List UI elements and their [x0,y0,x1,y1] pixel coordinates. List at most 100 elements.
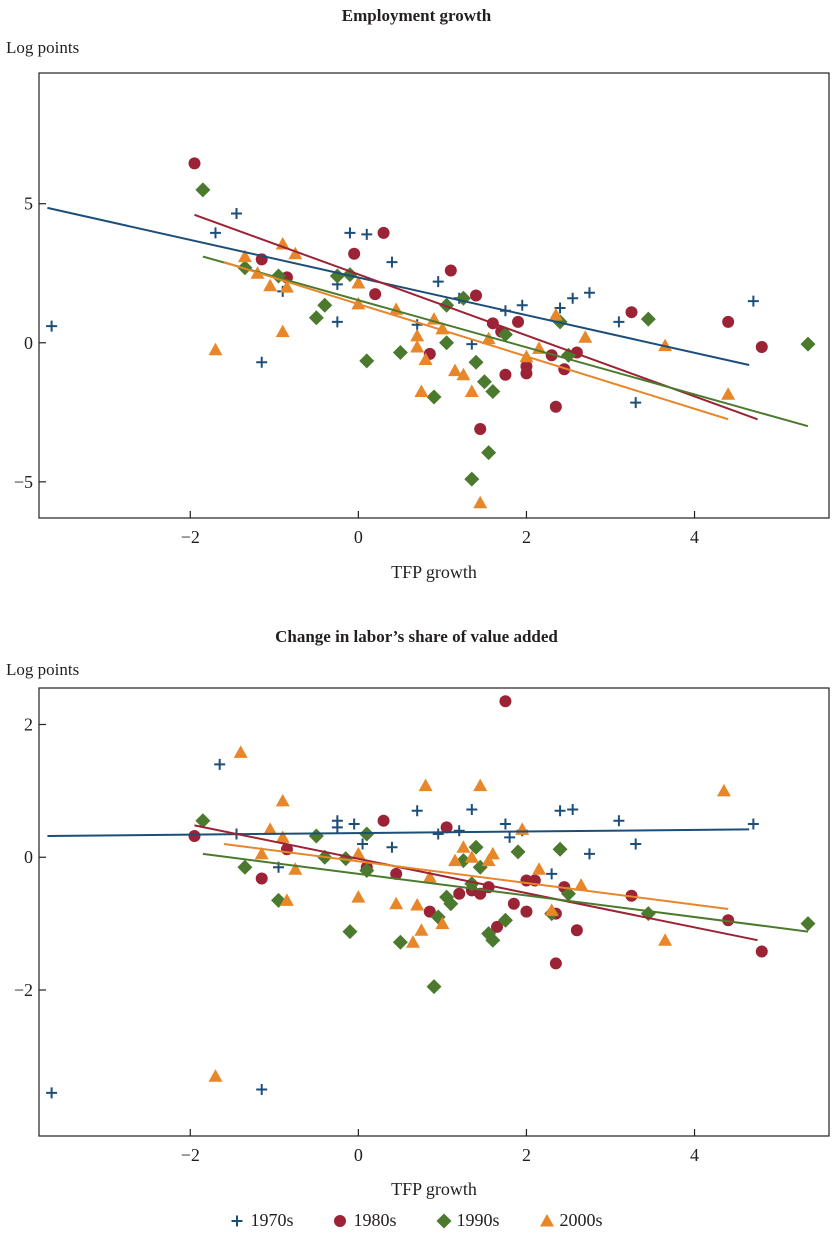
data-point-2000s [658,933,673,946]
data-point-1980s [348,247,361,260]
legend-label-2000s: 2000s [559,1210,603,1230]
data-point-1970s [567,292,579,304]
data-point-1980s [188,830,201,843]
data-point-1970s [209,227,221,239]
data-point-2000s [578,330,593,343]
employment-growth-chart: −2 0 2 4 −5 0 5 TFP growth [14,72,830,582]
legend-marker-1990s [436,1213,451,1228]
data-point-1970s [613,815,625,827]
y-tick-label: 2 [24,715,33,735]
trend-line-1990s [202,852,809,933]
data-point-1990s [392,934,408,950]
data-point-1990s [342,924,358,940]
data-point-2000s [410,898,425,911]
data-point-1970s [504,831,516,843]
data-point-1990s [237,859,253,875]
chart-title-employment: Employment growth [341,6,492,25]
data-point-1970s [546,868,558,880]
data-point-2000s [351,275,366,289]
data-point-2000s [410,328,425,342]
legend-item-1970s: 1970s [230,1210,293,1231]
data-point-1980s [470,289,483,302]
data-point-2000s [448,853,463,867]
data-point-1970s [256,1084,268,1096]
data-point-2000s [279,893,294,906]
y-tick-label: −5 [14,472,33,492]
data-point-2000s [237,249,252,263]
y-axis-label-employment: Log points [6,38,80,57]
data-point-1970s [432,828,444,840]
diamond-marker-icon [436,1213,451,1228]
data-point-1980s [549,400,562,413]
data-point-1970s [231,207,242,219]
data-point-1970s [747,295,759,307]
trend-line-1970s [47,206,750,367]
data-point-2000s [351,846,366,860]
data-point-1970s [256,356,268,368]
data-point-2000s [716,783,731,797]
data-point-1970s [46,1087,58,1099]
data-point-2000s [456,367,471,381]
data-point-1970s [411,805,423,817]
data-point-2000s [473,778,488,792]
data-point-2000s [418,352,433,365]
x-tick-label: 4 [690,527,699,547]
x-axis-label: TFP growth [391,562,477,582]
y-tick-label: 0 [24,333,33,353]
trend-line-1980s [194,824,758,942]
data-point-2000s [485,846,500,860]
y-tick-label: 0 [24,847,33,867]
plot-frame [38,687,830,1137]
y-tick-label: 5 [24,194,33,214]
data-point-1990s [359,353,375,369]
data-point-1990s [476,374,492,390]
data-point-1990s [552,841,568,857]
legend-label-1970s: 1970s [250,1210,294,1230]
data-point-2000s [389,896,404,910]
data-point-1980s [440,821,453,834]
legend-item-1990s: 1990s [436,1210,500,1231]
data-point-1970s [583,848,595,860]
data-point-1980s [520,905,533,918]
data-point-1990s [195,182,211,198]
trend-line-2000s [223,261,729,421]
data-point-2000s [544,903,559,916]
chart-title-labor-share: Change in labor’s share of value added [275,627,558,646]
data-point-2000s [414,923,429,936]
data-point-1990s [497,912,513,928]
x-tick-label: −2 [181,1145,200,1165]
data-point-2000s [233,745,248,758]
x-tick-label: 0 [354,527,363,547]
data-point-2000s [208,1069,223,1082]
data-point-1980s [520,367,533,380]
data-point-1970s [214,758,226,770]
data-point-2000s [481,853,496,867]
circle-marker-icon [334,1214,347,1227]
data-point-1990s [308,310,324,326]
legend-label-1990s: 1990s [456,1210,500,1230]
data-point-1980s [722,315,735,328]
data-point-2000s [275,324,290,338]
data-point-1970s [331,821,343,833]
data-point-2000s [548,307,563,321]
data-point-2000s [721,387,736,400]
data-point-2000s [279,280,294,293]
data-point-1980s [474,423,487,435]
data-point-1980s [755,945,768,958]
data-point-1980s [390,867,403,880]
data-point-2000s [481,331,496,345]
data-point-1990s [481,445,497,461]
legend-marker-2000s [539,1213,554,1226]
data-point-1970s [46,320,58,332]
data-point-2000s [410,339,425,353]
data-point-1980s [507,897,520,910]
data-point-1970s [344,227,356,239]
data-point-1990s [510,844,526,860]
data-point-1980s [570,924,583,937]
data-point-2000s [275,793,290,807]
data-point-2000s [422,870,437,883]
plot-frame [38,72,830,519]
data-point-1970s [567,803,579,815]
data-point-1970s [747,818,759,830]
